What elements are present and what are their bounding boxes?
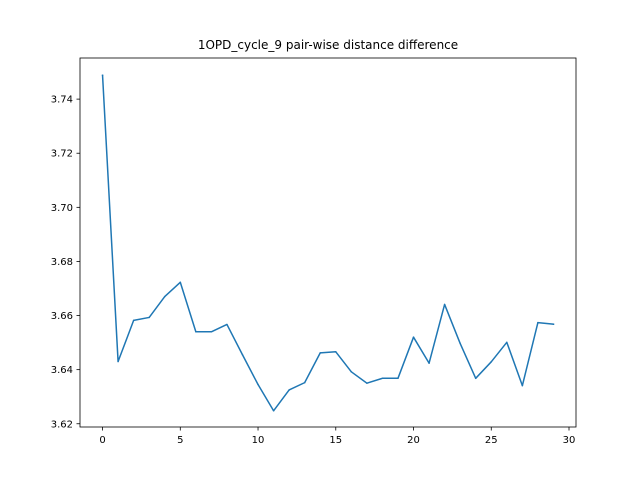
data-point [366, 382, 368, 384]
data-point [132, 319, 135, 322]
data-point [459, 342, 461, 345]
data-point [428, 362, 430, 364]
x-tick-label: 15 [329, 435, 342, 446]
data-point [443, 303, 446, 306]
y-tick-label: 3.62 [51, 419, 73, 430]
data-point [226, 323, 228, 326]
x-tick-label: 0 [99, 435, 105, 446]
data-point [521, 384, 524, 387]
plot-area [101, 74, 555, 412]
data-point [537, 321, 539, 324]
data-point [272, 410, 275, 412]
data-point [303, 381, 306, 384]
data-point [490, 361, 493, 363]
data-point [179, 281, 182, 284]
data-point [241, 354, 244, 356]
data-point [350, 371, 353, 373]
axes: 0 5 10 15 20 25 30 3.62 3.64 3.66 3.68 3.70 3.72 3.74 [51, 57, 577, 446]
data-point [117, 360, 119, 363]
data-point [148, 316, 150, 319]
x-tick-label: 30 [563, 435, 576, 446]
data-point [397, 377, 399, 380]
x-tick-label: 25 [485, 435, 498, 446]
data-point [335, 351, 337, 353]
data-point [474, 377, 477, 380]
data-point [506, 341, 508, 344]
x-tick-label: 5 [177, 435, 183, 446]
x-tick-label: 20 [407, 435, 420, 446]
y-tick-label: 3.72 [51, 149, 73, 160]
data-point [210, 331, 213, 333]
data-point [101, 74, 104, 77]
data-point [319, 352, 321, 354]
data-point [381, 377, 384, 380]
chart-title: 1OPD_cycle_9 pair-wise distance differen… [198, 38, 458, 52]
data-point [257, 383, 259, 386]
data-point [195, 331, 197, 333]
y-tick-label: 3.68 [51, 257, 73, 268]
axes-frame [79, 57, 577, 428]
y-tick-label: 3.66 [51, 311, 73, 322]
x-tick-label: 10 [252, 435, 265, 446]
y-tick-label: 3.74 [51, 95, 73, 106]
data-point [163, 295, 166, 298]
y-tick-label: 3.64 [51, 365, 73, 376]
series-line-0 [101, 74, 555, 412]
y-tick-label: 3.70 [51, 203, 73, 214]
data-point [412, 336, 415, 338]
data-point [552, 323, 555, 325]
data-point [288, 389, 290, 391]
